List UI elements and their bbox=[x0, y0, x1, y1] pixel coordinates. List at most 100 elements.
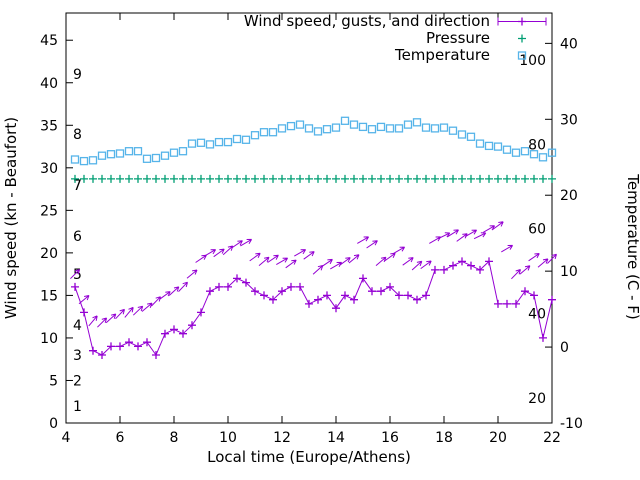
x-tick-label: 20 bbox=[489, 430, 507, 446]
temperature-point bbox=[232, 134, 242, 144]
temperature-point bbox=[439, 123, 449, 132]
pressure-point bbox=[80, 174, 88, 183]
left-tick-label: 0 bbox=[49, 416, 58, 432]
beaufort-label: 3 bbox=[73, 348, 82, 364]
gust-arrow bbox=[447, 229, 459, 238]
left-tick-label: 10 bbox=[40, 331, 58, 347]
wind-speed-point bbox=[413, 295, 421, 304]
pressure-point bbox=[530, 174, 538, 183]
temperature-point bbox=[340, 116, 350, 125]
gust-arrow bbox=[276, 257, 289, 266]
legend-wind-sample-marker bbox=[518, 17, 526, 26]
temperature-point bbox=[385, 124, 395, 133]
gust-arrow bbox=[393, 246, 406, 255]
wind-speed-point bbox=[71, 282, 79, 291]
pressure-point bbox=[260, 174, 268, 183]
wind-speed-point bbox=[305, 299, 313, 308]
legend-pressure-sample bbox=[518, 34, 526, 43]
temperature-point bbox=[367, 125, 377, 134]
gust-arrow bbox=[501, 244, 514, 253]
legend-temperature-label: Temperature bbox=[394, 46, 490, 64]
pressure-point bbox=[116, 174, 124, 183]
gust-arrow bbox=[437, 232, 451, 240]
pressure-point bbox=[458, 174, 466, 183]
wind-speed-point bbox=[134, 342, 142, 351]
wind-speed-point bbox=[260, 291, 268, 300]
wind-speed-point bbox=[242, 278, 250, 287]
pressure-point bbox=[386, 174, 394, 183]
right-tick-label: -10 bbox=[560, 416, 583, 432]
temperature-point bbox=[106, 150, 116, 159]
left-tick-label: 30 bbox=[40, 161, 58, 177]
gust-arrow bbox=[321, 258, 333, 268]
gust-arrow bbox=[547, 253, 557, 264]
left-tick-label: 25 bbox=[40, 203, 58, 219]
beaufort-label: 4 bbox=[73, 318, 82, 334]
temperature-point bbox=[412, 118, 422, 127]
temperature-point bbox=[493, 142, 503, 151]
wind-speed-point bbox=[287, 282, 295, 291]
gust-arrow bbox=[473, 232, 487, 240]
pressure-point bbox=[305, 174, 313, 183]
chart-dynamic-layer: 4 6 8 10 12 14 16 18 20 22051015202530354045-1001… bbox=[40, 12, 583, 446]
wind-speed-point bbox=[458, 257, 466, 266]
temperature-point bbox=[322, 125, 332, 134]
wind-speed-point bbox=[512, 299, 520, 308]
right-tick-label: 0 bbox=[560, 340, 569, 356]
gust-arrow bbox=[124, 306, 134, 318]
pressure-point bbox=[197, 174, 205, 183]
gust-arrow bbox=[249, 252, 261, 262]
gust-arrow bbox=[339, 257, 351, 266]
wind-speed-point bbox=[188, 321, 196, 330]
temperature-point bbox=[358, 122, 368, 132]
pressure-point bbox=[485, 174, 493, 183]
temperature-point bbox=[70, 155, 80, 164]
pressure-point bbox=[494, 174, 502, 183]
x-tick-label: 18 bbox=[435, 430, 453, 446]
temperature-point bbox=[394, 124, 404, 133]
wind-speed-point bbox=[152, 351, 160, 359]
gust-arrow bbox=[178, 281, 188, 292]
left-tick-label: 20 bbox=[40, 246, 58, 262]
gust-arrow bbox=[151, 296, 161, 307]
pressure-point bbox=[242, 174, 250, 183]
right-tick-label: 20 bbox=[560, 188, 578, 204]
wind-speed-point bbox=[179, 329, 187, 338]
wind-speed-point bbox=[215, 282, 223, 291]
temperature-point bbox=[511, 148, 521, 157]
beaufort-label: 2 bbox=[73, 374, 82, 390]
x-tick-label: 4 bbox=[62, 430, 71, 446]
gust-arrow bbox=[537, 258, 549, 268]
temperature-point bbox=[196, 138, 206, 147]
gust-arrow bbox=[519, 265, 531, 275]
gust-arrow bbox=[375, 256, 387, 266]
gust-arrow bbox=[330, 261, 343, 270]
wind-speed-point bbox=[323, 291, 331, 300]
legend-pressure-label: Pressure bbox=[426, 29, 490, 47]
gust-arrow bbox=[366, 240, 378, 249]
pressure-point bbox=[350, 174, 358, 183]
wind-speed-point bbox=[467, 261, 475, 270]
gust-arrow bbox=[70, 269, 81, 280]
pressure-point bbox=[431, 174, 439, 183]
temperature-point bbox=[124, 147, 134, 156]
temperature-point bbox=[187, 139, 197, 148]
pressure-point bbox=[521, 174, 529, 183]
temperature-point bbox=[259, 128, 269, 137]
pressure-point bbox=[152, 174, 160, 183]
wind-speed-point bbox=[548, 295, 556, 304]
fahrenheit-label: 40 bbox=[528, 307, 546, 323]
temperature-point bbox=[97, 151, 107, 160]
beaufort-label: 1 bbox=[73, 399, 82, 415]
gust-arrow bbox=[411, 260, 423, 271]
temperature-point bbox=[376, 122, 386, 132]
pressure-point bbox=[134, 174, 142, 183]
gust-arrow bbox=[186, 269, 198, 279]
wind-speed-point bbox=[206, 287, 214, 296]
temperature-point bbox=[160, 151, 170, 160]
pressure-point bbox=[467, 174, 475, 183]
temperature-point bbox=[349, 120, 359, 129]
gust-arrow bbox=[78, 295, 90, 305]
gust-arrow bbox=[88, 315, 98, 327]
